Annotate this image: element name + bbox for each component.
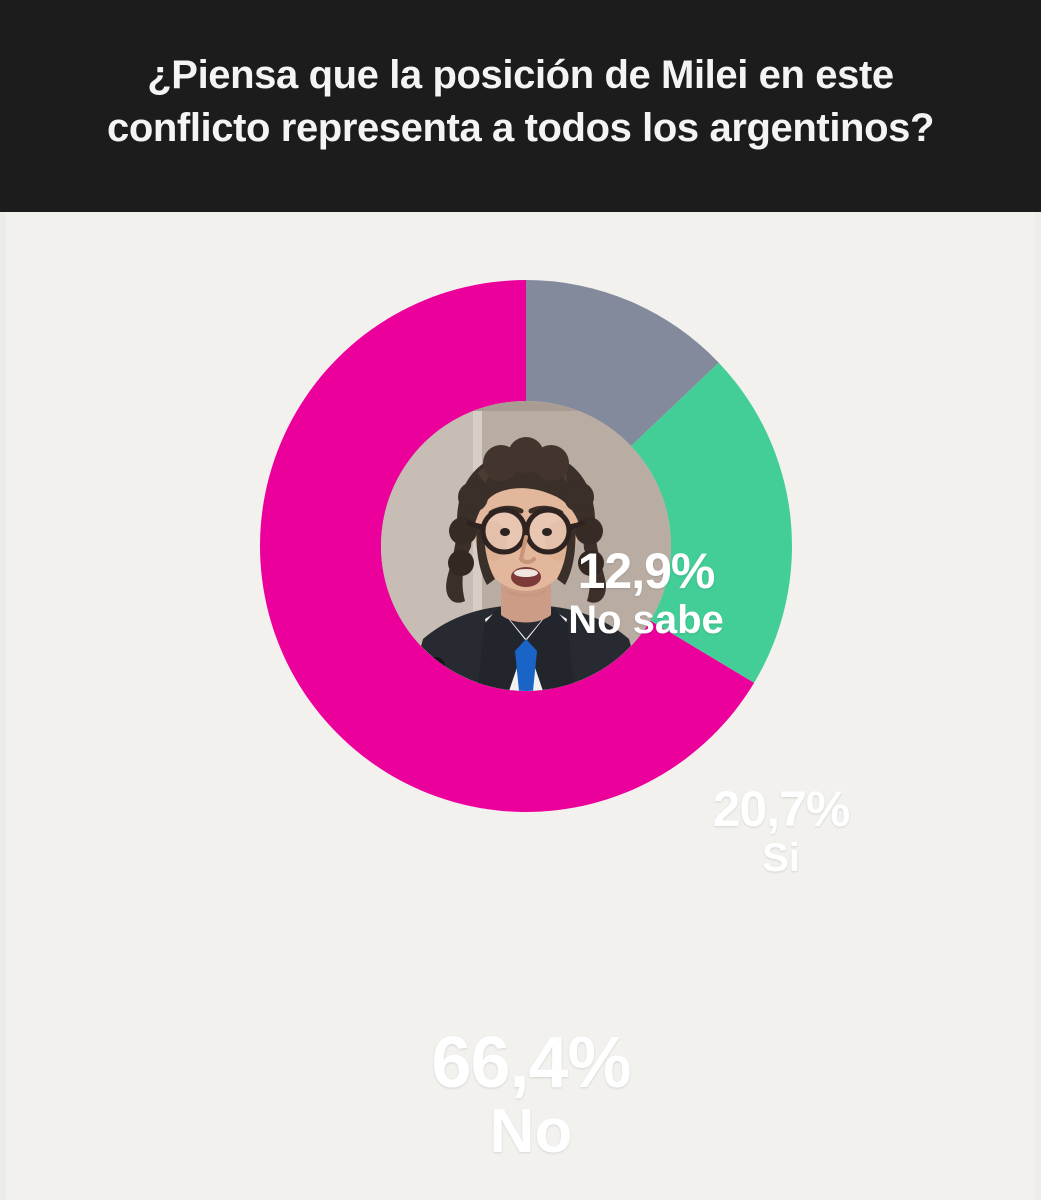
donut-chart bbox=[260, 280, 792, 812]
slice-name-si: Si bbox=[762, 836, 800, 880]
donut-slice-group bbox=[260, 280, 792, 812]
page-title-line-2: conflicto representa a todos los argenti… bbox=[107, 106, 934, 150]
chart-area: 12,9% No sabe 20,7% Si 66,4% No Si No No… bbox=[0, 212, 1041, 1200]
page-title-line-1: ¿Piensa que la posición de Milei en este bbox=[147, 53, 894, 98]
center-portrait-milei bbox=[381, 401, 671, 691]
donut-slice-no-sabe bbox=[526, 280, 719, 447]
donut-slice-si bbox=[631, 362, 792, 683]
page-title: ¿Piensa que la posición de Milei en este… bbox=[107, 49, 934, 155]
slice-name-no: No bbox=[489, 1097, 573, 1166]
slice-percent-no: 66,4% bbox=[431, 1023, 631, 1103]
header-band: ¿Piensa que la posición de Milei en este… bbox=[0, 0, 1041, 212]
donut-slice-no bbox=[260, 280, 755, 812]
donut-chart-svg bbox=[260, 280, 792, 812]
portrait-illustration bbox=[381, 401, 671, 691]
slice-label-no: 66,4% No bbox=[361, 1027, 701, 1163]
